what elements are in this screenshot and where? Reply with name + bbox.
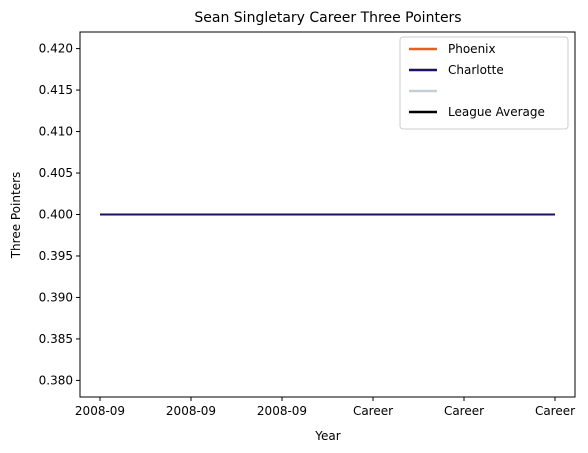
- legend-label-3: League Average: [448, 105, 545, 119]
- legend: Phoenix Charlotte League Average: [399, 36, 569, 130]
- y-tick-label: 0.390: [39, 290, 73, 304]
- plot-area: 0.380 0.385 0.390 0.395 0.400 0.405 0.410 0.415…: [39, 31, 576, 418]
- x-tick-label: 2008-09: [257, 404, 307, 418]
- y-tick-label: 0.410: [39, 125, 73, 139]
- x-tick-label: Career: [353, 404, 393, 418]
- x-tick-label: Career: [444, 404, 484, 418]
- y-tick-label: 0.405: [39, 166, 73, 180]
- y-tick-label: 0.415: [39, 83, 73, 97]
- x-tick-label: 2008-09: [75, 404, 125, 418]
- legend-label-1: Charlotte: [448, 63, 504, 77]
- legend-label-0: Phoenix: [448, 42, 496, 56]
- legend-box: [399, 36, 569, 130]
- y-tick-label: 0.400: [39, 208, 73, 222]
- y-tick-label: 0.395: [39, 249, 73, 263]
- y-tick-label: 0.385: [39, 332, 73, 346]
- y-tick-label: 0.420: [39, 42, 73, 56]
- y-axis-label: Three Pointers: [9, 172, 23, 260]
- x-axis-label: Year: [314, 429, 340, 443]
- y-tick-label: 0.380: [39, 373, 73, 387]
- x-tick-label: 2008-09: [166, 404, 216, 418]
- chart-title: Sean Singletary Career Three Pointers: [194, 10, 461, 26]
- x-tick-label: Career: [535, 404, 575, 418]
